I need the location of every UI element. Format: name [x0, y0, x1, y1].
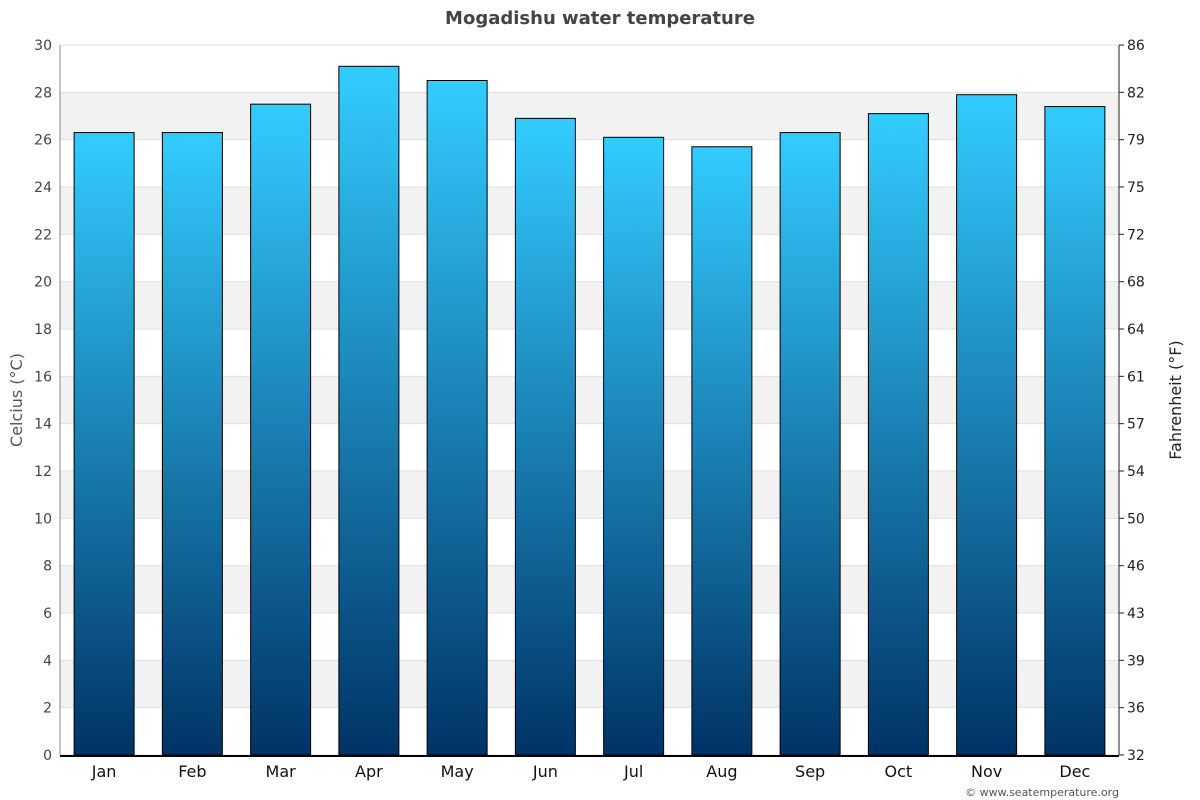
x-tick-label: Jun [532, 762, 558, 781]
y-tick-label: 2 [43, 701, 52, 717]
x-tick-label: Jan [91, 762, 117, 781]
x-tick-label: Apr [355, 762, 383, 781]
axes: 0 32 2 36 4 39 6 43 8 46 10 50 12 54 14 57 16 61 18 64 20 68 2… [34, 38, 1145, 781]
y-tick-label: 12 [34, 464, 52, 480]
bar-nov [956, 94, 1018, 756]
y-tick-label: 22 [34, 227, 52, 243]
grid-band [60, 187, 1119, 235]
bar-sep [779, 132, 841, 756]
y-tick-label-right: 72 [1127, 227, 1145, 243]
y-tick-label: 30 [34, 38, 52, 54]
y-tick-label-right: 43 [1127, 606, 1145, 622]
x-tick-label: Oct [885, 762, 913, 781]
chart-title: Mogadishu water temperature [445, 8, 755, 29]
x-tick-label: Feb [178, 762, 206, 781]
grid-band [60, 92, 1119, 140]
grid-band [60, 471, 1119, 519]
grid-band [60, 376, 1119, 424]
bar-mar [250, 103, 312, 756]
y-tick-label-right: 61 [1127, 369, 1145, 385]
bar-oct [867, 113, 929, 756]
bar-jan [73, 132, 135, 756]
bar-jun [514, 117, 576, 756]
y-tick-label-right: 36 [1127, 701, 1145, 717]
y-tick-label: 24 [34, 180, 52, 196]
y-tick-label-right: 68 [1127, 275, 1145, 291]
grid-band [60, 660, 1119, 708]
y-tick-label: 28 [34, 85, 52, 101]
y-tick-label: 26 [34, 133, 52, 149]
bar-may [426, 80, 488, 756]
y-axis-label-left: Celcius (°C) [7, 353, 26, 447]
y-tick-label-right: 86 [1127, 38, 1145, 54]
y-tick-label: 8 [43, 559, 52, 575]
y-tick-label: 0 [43, 748, 52, 764]
y-tick-label-right: 54 [1127, 464, 1145, 480]
bars [73, 65, 1106, 756]
x-tick-label: Aug [706, 762, 737, 781]
y-tick-label: 4 [43, 653, 52, 669]
y-tick-label: 18 [34, 322, 52, 338]
y-tick-label: 20 [34, 275, 52, 291]
y-tick-label-right: 75 [1127, 180, 1145, 196]
y-tick-label-right: 82 [1127, 85, 1145, 101]
y-tick-label-right: 46 [1127, 559, 1145, 575]
bar-apr [338, 65, 400, 756]
bar-feb [161, 132, 223, 756]
grid-band [60, 565, 1119, 613]
x-tick-label: Jul [623, 762, 643, 781]
x-tick-label: Mar [266, 762, 297, 781]
bar-dec [1044, 106, 1106, 756]
y-axis-label-right: Fahrenheit (°F) [1166, 340, 1185, 459]
y-tick-label-right: 39 [1127, 653, 1145, 669]
y-tick-label: 16 [34, 369, 52, 385]
y-tick-label-right: 79 [1127, 133, 1145, 149]
grid-band [60, 281, 1119, 329]
x-tick-label: Nov [971, 762, 1002, 781]
grid-bands [60, 44, 1119, 756]
y-tick-label-right: 50 [1127, 511, 1145, 527]
y-tick-label: 6 [43, 606, 52, 622]
y-tick-label-right: 57 [1127, 417, 1145, 433]
y-tick-label: 14 [34, 417, 52, 433]
bar-aug [691, 146, 753, 756]
y-tick-label-right: 32 [1127, 748, 1145, 764]
footer-credit[interactable]: © www.seatemperature.org [965, 786, 1119, 799]
x-tick-label: Sep [795, 762, 825, 781]
x-tick-label: Dec [1059, 762, 1090, 781]
x-tick-label: May [441, 762, 474, 781]
y-tick-label-right: 64 [1127, 322, 1145, 338]
bar-jul [603, 136, 665, 756]
y-tick-label: 10 [34, 511, 52, 527]
